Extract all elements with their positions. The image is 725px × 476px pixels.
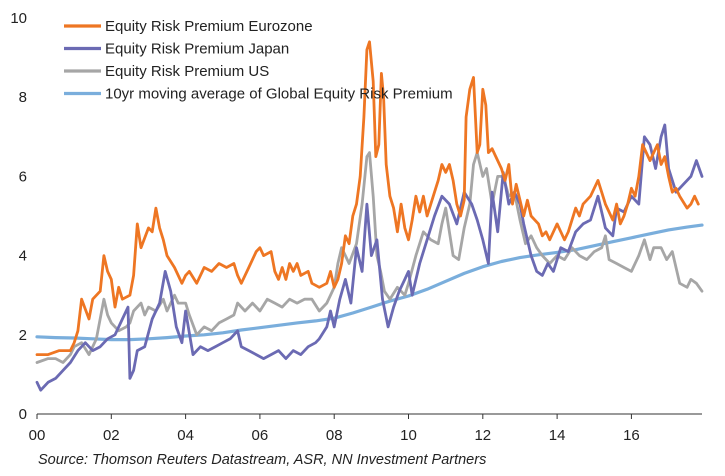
y-tick-label: 10 — [10, 10, 27, 27]
x-tick-label: 06 — [252, 427, 269, 444]
y-tick-label: 2 — [19, 327, 27, 344]
y-tick-label: 6 — [19, 168, 27, 185]
x-tick-label: 08 — [326, 427, 343, 444]
legend-label: Equity Risk Premium US — [105, 63, 269, 80]
x-tick-label: 10 — [400, 427, 417, 444]
y-tick-label: 8 — [19, 89, 27, 106]
series-line-0 — [35, 40, 700, 356]
x-tick-label: 12 — [474, 427, 491, 444]
source-note: Source: Thomson Reuters Datastream, ASR,… — [38, 452, 487, 468]
x-axis-ticks: 00 02 04 06 08 10 12 14 16 — [29, 414, 640, 444]
y-tick-label: 0 — [19, 406, 27, 423]
legend: Equity Risk Premium Eurozone Equity Risk … — [64, 18, 453, 103]
legend-label: Equity Risk Premium Japan — [105, 41, 289, 58]
x-tick-label: 14 — [549, 427, 566, 444]
x-tick-label: 04 — [177, 427, 194, 444]
series-lines — [35, 40, 704, 392]
x-tick-label: 00 — [29, 427, 46, 444]
series-line-3 — [35, 223, 704, 342]
series-line-1 — [35, 123, 704, 392]
legend-label: Equity Risk Premium Eurozone — [105, 18, 313, 35]
series-line-2 — [35, 151, 704, 364]
legend-label: 10yr moving average of Global Equity Ris… — [105, 86, 453, 103]
y-tick-label: 4 — [19, 248, 27, 265]
y-axis-ticks: 0 2 4 6 8 10 — [10, 10, 27, 423]
x-tick-label: 02 — [103, 427, 120, 444]
x-tick-label: 16 — [623, 427, 640, 444]
